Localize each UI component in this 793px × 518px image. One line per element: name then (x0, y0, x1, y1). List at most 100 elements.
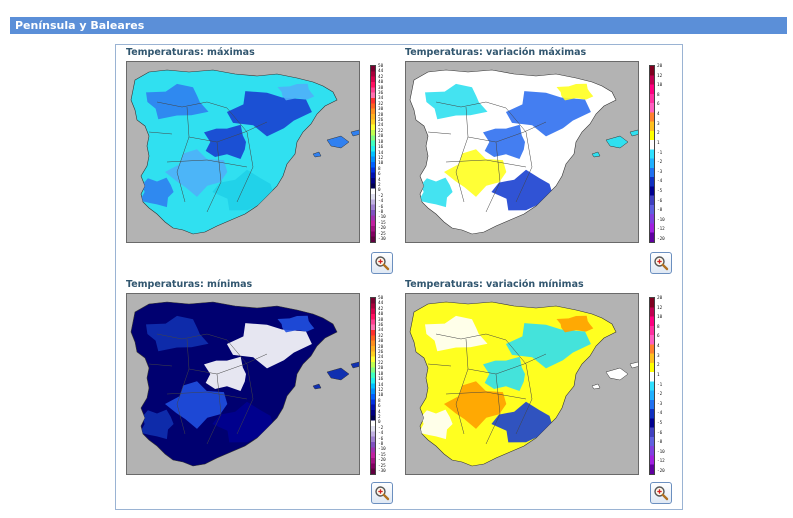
legend-labels: 20 12 10 8 6 4 3 2 1 -1 -2 -3 -4 -5 -6 -8 -10 -12 -20 (657, 64, 671, 243)
legend-label: -1 (657, 150, 663, 156)
legend-label: 40 (378, 312, 384, 318)
legend-label: 1 (657, 372, 660, 378)
legend-label: -20 (657, 237, 665, 242)
legend-label: 2 (378, 414, 381, 420)
legend-label: 26 (378, 118, 384, 124)
legend-label: 12 (657, 305, 663, 311)
magnifier-zoom-icon (654, 486, 669, 501)
legend-label: 40 (378, 80, 384, 86)
legend-label: 3 (657, 353, 660, 359)
legend-label: 10 (378, 393, 384, 399)
legend-label: 3 (657, 121, 660, 127)
legend-label: 34 (378, 328, 384, 334)
legend-label: 30 (378, 107, 384, 113)
legend-label: 12 (657, 73, 663, 79)
legend-label: 20 (378, 366, 384, 372)
legend-label: 36 (378, 91, 384, 97)
legend-label: 0 (378, 420, 381, 426)
color-legend: 20 12 10 8 6 4 3 2 1 -1 -2 -3 -4 -5 -6 -8 -10 -12 -20 (649, 296, 669, 477)
zoom-button[interactable] (650, 252, 672, 274)
legend-label: 22 (378, 128, 384, 134)
legend-label: 8 (657, 92, 660, 98)
color-legend: 20 12 10 8 6 4 3 2 1 -1 -2 -3 -4 -5 -6 -8 -10 -12 -20 (649, 64, 671, 245)
zoom-button[interactable] (371, 252, 393, 274)
legend-label: 20 (657, 64, 663, 69)
legend-label: -20 (378, 226, 386, 232)
legend-label: -2 (657, 392, 663, 398)
legend-label: -2 (378, 193, 384, 199)
legend-label: 2 (378, 182, 381, 188)
legend-label: -30 (378, 237, 386, 242)
map-title: Temperaturas: mínimas (126, 279, 253, 290)
legend-label: -4 (657, 411, 663, 417)
legend-label: 8 (657, 324, 660, 330)
legend-label: -20 (378, 458, 386, 464)
legend-label: 4 (657, 112, 660, 118)
legend-label: 6 (378, 172, 381, 178)
legend-label: 4 (378, 409, 381, 415)
legend-label: -10 (657, 217, 665, 223)
legend-label: 10 (657, 315, 663, 321)
legend-label: 32 (378, 101, 384, 107)
legend-label: -8 (657, 440, 663, 446)
legend-label: -12 (657, 459, 665, 465)
legend-label: 38 (378, 85, 384, 91)
temperature-map-image (126, 61, 360, 243)
legend-labels: 50 44 42 40 38 36 34 32 30 28 26 24 22 20 18 16 14 12 10 8 6… (378, 296, 392, 475)
legend-label: 20 (378, 134, 384, 140)
legend-label: 42 (378, 74, 384, 80)
legend-label: -5 (657, 420, 663, 426)
legend-label: 16 (378, 377, 384, 383)
legend-label: -6 (378, 204, 384, 210)
legend-label: 10 (378, 161, 384, 167)
legend-label: -6 (657, 430, 663, 436)
legend-label: -15 (378, 452, 386, 458)
legend-label: 50 (378, 296, 384, 301)
map-card-var-max: Temperaturas: variación máximas 20 12 10 8 6… (405, 47, 672, 282)
temperature-map-image (126, 293, 360, 475)
legend-label: 6 (657, 102, 660, 108)
legend-label: -6 (657, 198, 663, 204)
zoom-button[interactable] (650, 482, 672, 504)
legend-label: -25 (378, 231, 386, 237)
legend-label: -2 (657, 160, 663, 166)
legend-label: 26 (378, 350, 384, 356)
legend-label: -8 (657, 208, 663, 214)
legend-label: 28 (378, 344, 384, 350)
legend-label: -5 (657, 188, 663, 194)
magnifier-zoom-icon (375, 486, 390, 501)
legend-label: -4 (378, 431, 384, 437)
legend-label: -8 (378, 441, 384, 447)
legend-label: 24 (378, 123, 384, 129)
map-card-max: Temperaturas: máximas 50 44 42 40 38 36 34 32 30… (126, 47, 393, 282)
legend-label: -10 (657, 449, 665, 455)
legend-label: 14 (378, 150, 384, 156)
map-card-min: Temperaturas: mínimas 50 44 42 40 38 36 34 32 30… (126, 279, 393, 514)
legend-label: -10 (378, 215, 386, 221)
legend-labels: 50 44 42 40 38 36 34 32 30 28 26 24 22 20 18 16 14 12 10 8 6… (378, 64, 392, 243)
legend-label: -25 (378, 463, 386, 469)
zoom-button[interactable] (371, 482, 393, 504)
temperature-map-image (405, 293, 639, 475)
legend-color-bar (649, 65, 655, 243)
legend-label: 28 (378, 112, 384, 118)
maps-panel: Temperaturas: máximas 50 44 42 40 38 36 34 32 30… (115, 44, 683, 510)
legend-label: -30 (378, 469, 386, 474)
legend-label: 0 (378, 188, 381, 194)
legend-color-bar (370, 65, 376, 243)
section-header: Península y Baleares (10, 17, 787, 34)
legend-label: -3 (657, 169, 663, 175)
legend-label: 8 (378, 166, 381, 172)
legend-label: -8 (378, 209, 384, 215)
legend-color-bar (649, 297, 655, 475)
legend-label: -2 (378, 425, 384, 431)
legend-label: 10 (657, 83, 663, 89)
map-title: Temperaturas: variación máximas (405, 47, 587, 58)
legend-label: 2 (657, 363, 660, 369)
map-card-var-min: Temperaturas: variación mínimas 20 12 10 8 6… (405, 279, 672, 514)
color-legend: 50 44 42 40 38 36 34 32 30 28 26 24 22 20 18 16 14 12 10 8 6… (370, 64, 392, 245)
color-legend: 50 44 42 40 38 36 34 32 30 28 26 24 22 20 18 16 14 12 10 8 6… (370, 296, 392, 477)
legend-label: 2 (657, 131, 660, 137)
legend-label: 4 (378, 177, 381, 183)
legend-label: -4 (657, 179, 663, 185)
